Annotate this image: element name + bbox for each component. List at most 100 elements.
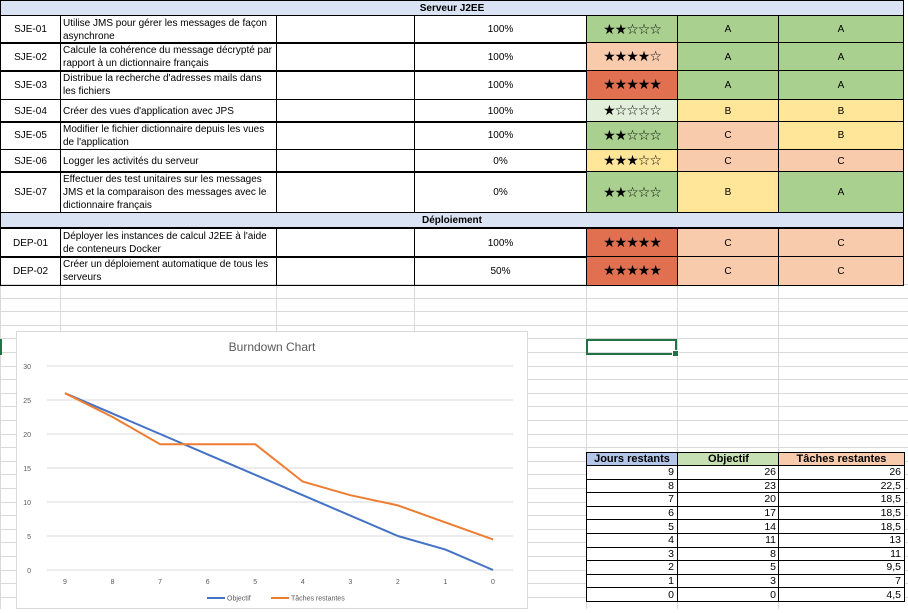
task-grade-2[interactable]: A — [778, 15, 904, 44]
task-id[interactable]: SJE-07 — [0, 171, 61, 214]
task-description[interactable]: Utilise JMS pour gérer les messages de f… — [60, 15, 277, 44]
task-notes[interactable] — [276, 70, 415, 100]
burndown-table-cell[interactable]: 11 — [778, 546, 905, 562]
burndown-table-cell[interactable]: 2 — [586, 560, 678, 575]
task-grade-1[interactable]: C — [677, 228, 779, 258]
burndown-table-cell[interactable]: 18,5 — [778, 492, 905, 507]
burndown-table-cell[interactable]: 4,5 — [778, 587, 905, 602]
burndown-table-cell[interactable]: 18,5 — [778, 519, 905, 534]
burndown-table-cell[interactable]: 14 — [677, 519, 780, 534]
task-progress[interactable]: 100% — [414, 99, 587, 123]
task-grade-1[interactable]: C — [677, 121, 779, 150]
burndown-table-cell[interactable]: 26 — [677, 465, 780, 480]
burndown-table-cell[interactable]: 8 — [677, 546, 780, 562]
burndown-table-cell[interactable]: 11 — [677, 533, 780, 548]
burndown-table-cell[interactable]: 7 — [586, 492, 678, 507]
burndown-table-cell[interactable]: 22,5 — [778, 478, 905, 494]
task-id[interactable]: SJE-05 — [0, 121, 61, 150]
task-difficulty-stars[interactable]: ★★★☆☆ — [586, 149, 678, 173]
task-notes[interactable] — [276, 15, 415, 44]
burndown-table-cell[interactable]: 4 — [586, 533, 678, 548]
y-tick-label: 10 — [23, 500, 31, 507]
task-grade-2[interactable]: C — [778, 228, 904, 258]
task-progress[interactable]: 100% — [414, 42, 587, 72]
task-notes[interactable] — [276, 256, 415, 286]
task-difficulty-stars[interactable]: ★★★★★ — [586, 256, 678, 286]
burndown-table-header[interactable]: Jours restants — [586, 452, 678, 466]
task-grade-2[interactable]: C — [778, 149, 904, 173]
task-grade-1[interactable]: B — [677, 171, 779, 214]
burndown-table-cell[interactable]: 3 — [677, 573, 780, 589]
task-notes[interactable] — [276, 42, 415, 72]
burndown-table-cell[interactable]: 5 — [586, 519, 678, 534]
task-grade-1[interactable]: A — [677, 70, 779, 100]
task-id[interactable]: DEP-01 — [0, 228, 61, 258]
task-notes[interactable] — [276, 99, 415, 123]
task-description[interactable]: Déployer les instances de calcul J2EE à … — [60, 228, 277, 258]
task-grade-1[interactable]: A — [677, 42, 779, 72]
task-progress[interactable]: 100% — [414, 228, 587, 258]
task-description[interactable]: Créer un déploiement automatique de tous… — [60, 256, 277, 286]
burndown-table-cell[interactable]: 3 — [586, 546, 678, 562]
burndown-table-cell[interactable]: 9 — [586, 465, 678, 480]
burndown-table-cell[interactable]: 8 — [586, 478, 678, 494]
task-id[interactable]: SJE-03 — [0, 70, 61, 100]
task-progress[interactable]: 100% — [414, 70, 587, 100]
task-progress[interactable]: 100% — [414, 121, 587, 150]
task-grade-2[interactable]: B — [778, 121, 904, 150]
task-difficulty-stars[interactable]: ★★★★★ — [586, 70, 678, 100]
task-progress[interactable]: 0% — [414, 171, 587, 214]
task-difficulty-stars[interactable]: ★★☆☆☆ — [586, 121, 678, 150]
task-grade-2[interactable]: A — [778, 171, 904, 214]
task-progress[interactable]: 0% — [414, 149, 587, 173]
task-grade-1[interactable]: B — [677, 99, 779, 123]
burndown-table-cell[interactable]: 1 — [586, 573, 678, 589]
task-grade-1[interactable]: C — [677, 149, 779, 173]
burndown-table-cell[interactable]: 26 — [778, 465, 905, 480]
selected-cell[interactable] — [586, 339, 679, 357]
task-description[interactable]: Modifier le fichier dictionnaire depuis … — [60, 121, 277, 150]
burndown-table-cell[interactable]: 20 — [677, 492, 780, 507]
burndown-table-cell[interactable]: 0 — [586, 587, 678, 602]
burndown-table-header[interactable]: Tâches restantes — [778, 452, 905, 466]
task-difficulty-stars[interactable]: ★★★★☆ — [586, 42, 678, 72]
task-grade-1[interactable]: C — [677, 256, 779, 286]
task-id[interactable]: SJE-02 — [0, 42, 61, 72]
task-description[interactable]: Calcule la cohérence du message décrypté… — [60, 42, 277, 72]
burndown-table-cell[interactable]: 18,5 — [778, 505, 905, 521]
task-difficulty-stars[interactable]: ★★★★★ — [586, 228, 678, 258]
burndown-table-cell[interactable]: 5 — [677, 560, 780, 575]
task-difficulty-stars[interactable]: ★★☆☆☆ — [586, 171, 678, 214]
task-progress[interactable]: 100% — [414, 15, 587, 44]
task-grade-2[interactable]: C — [778, 256, 904, 286]
task-id[interactable]: SJE-01 — [0, 15, 61, 44]
task-difficulty-stars[interactable]: ★★☆☆☆ — [586, 15, 678, 44]
burndown-table-header[interactable]: Objectif — [677, 452, 780, 466]
task-notes[interactable] — [276, 171, 415, 214]
task-description[interactable]: Distribue la recherche d'adresses mails … — [60, 70, 277, 100]
task-grade-2[interactable]: A — [778, 70, 904, 100]
task-description[interactable]: Effectuer des test unitaires sur les mes… — [60, 171, 277, 214]
task-notes[interactable] — [276, 228, 415, 258]
burndown-table-cell[interactable]: 6 — [586, 505, 678, 521]
task-description[interactable]: Logger les activités du serveur — [60, 149, 277, 173]
task-grade-1[interactable]: A — [677, 15, 779, 44]
task-grade-2[interactable]: A — [778, 42, 904, 72]
burndown-table-cell[interactable]: 9,5 — [778, 560, 905, 575]
task-description[interactable]: Créer des vues d'application avec JPS — [60, 99, 277, 123]
task-id[interactable]: SJE-04 — [0, 99, 61, 123]
burndown-table-cell[interactable]: 0 — [677, 587, 780, 602]
burndown-table-cell[interactable]: 23 — [677, 478, 780, 494]
burndown-table-cell[interactable]: 7 — [778, 573, 905, 589]
task-notes[interactable] — [276, 149, 415, 173]
task-id[interactable]: DEP-02 — [0, 256, 61, 286]
task-progress[interactable]: 50% — [414, 256, 587, 286]
task-id[interactable]: SJE-06 — [0, 149, 61, 173]
task-notes[interactable] — [276, 121, 415, 150]
burndown-table-cell[interactable]: 13 — [778, 533, 905, 548]
burndown-chart[interactable]: Burndown Chart 0 5 10 15 20 25 30 9 8 7 6 5 4 3 2 1 0 Obje… — [16, 331, 528, 609]
task-grade-2[interactable]: B — [778, 99, 904, 123]
burndown-table-cell[interactable]: 17 — [677, 505, 780, 521]
task-difficulty-stars[interactable]: ★☆☆☆☆ — [586, 99, 678, 123]
